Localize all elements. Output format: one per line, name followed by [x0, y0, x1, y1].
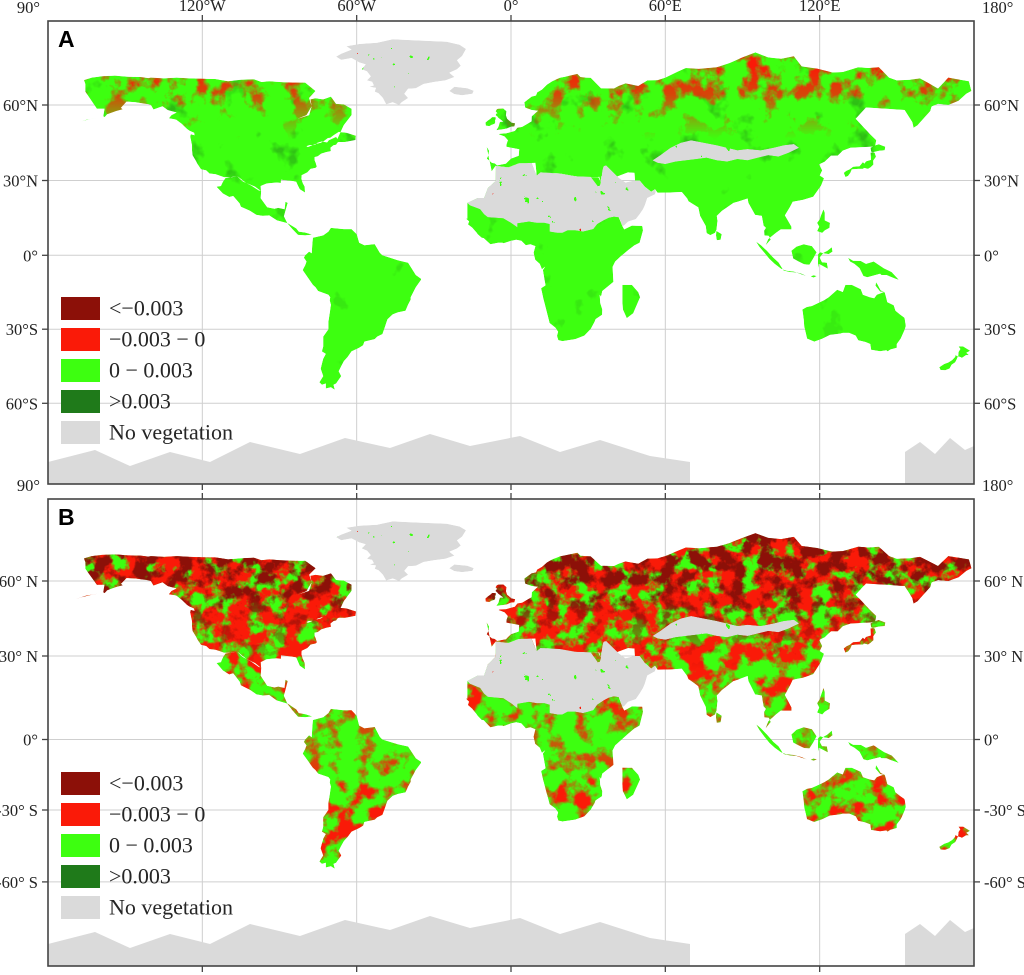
svg-text:0 − 0.003: 0 − 0.003	[109, 357, 193, 382]
svg-text:0°: 0°	[23, 246, 38, 265]
svg-text:60°E: 60°E	[649, 0, 682, 15]
svg-text:60° N: 60° N	[984, 572, 1023, 591]
svg-text:30°S: 30°S	[984, 320, 1016, 339]
svg-text:No vegetation: No vegetation	[109, 894, 233, 919]
svg-text:0 − 0.003: 0 − 0.003	[109, 832, 193, 857]
svg-text:-30° S: -30° S	[984, 801, 1024, 820]
svg-text:60° N: 60° N	[0, 572, 38, 591]
svg-text:>0.003: >0.003	[109, 388, 171, 413]
svg-text:30° N: 30° N	[984, 647, 1023, 666]
svg-text:A: A	[58, 26, 75, 52]
svg-text:120°E: 120°E	[799, 0, 840, 15]
svg-text:90°: 90°	[17, 0, 40, 17]
svg-text:60°N: 60°N	[3, 96, 38, 115]
svg-text:0°: 0°	[23, 731, 38, 750]
svg-text:<−0.003: <−0.003	[109, 770, 183, 795]
svg-text:B: B	[58, 504, 75, 530]
svg-text:120°W: 120°W	[179, 0, 226, 15]
svg-text:−0.003 − 0: −0.003 − 0	[109, 801, 205, 826]
svg-text:30°S: 30°S	[6, 320, 38, 339]
svg-text:−0.003 − 0: −0.003 − 0	[109, 326, 205, 351]
svg-text:180°: 180°	[982, 476, 1013, 495]
svg-text:-60° S: -60° S	[984, 873, 1024, 892]
svg-text:60°W: 60°W	[337, 0, 376, 15]
svg-text:-60° S: -60° S	[0, 873, 38, 892]
svg-text:30° N: 30° N	[0, 647, 38, 666]
svg-text:<−0.003: <−0.003	[109, 295, 183, 320]
svg-text:0°: 0°	[984, 246, 999, 265]
svg-text:180°: 180°	[982, 0, 1013, 17]
svg-text:30°N: 30°N	[984, 172, 1019, 191]
svg-text:0°: 0°	[984, 731, 999, 750]
svg-text:>0.003: >0.003	[109, 863, 171, 888]
svg-text:-30° S: -30° S	[0, 801, 38, 820]
svg-text:0°: 0°	[504, 0, 519, 15]
svg-text:60°S: 60°S	[6, 394, 38, 413]
svg-text:60°S: 60°S	[984, 394, 1016, 413]
svg-text:60°N: 60°N	[984, 96, 1019, 115]
svg-text:90°: 90°	[17, 476, 40, 495]
svg-text:30°N: 30°N	[3, 172, 38, 191]
svg-text:No vegetation: No vegetation	[109, 419, 233, 444]
